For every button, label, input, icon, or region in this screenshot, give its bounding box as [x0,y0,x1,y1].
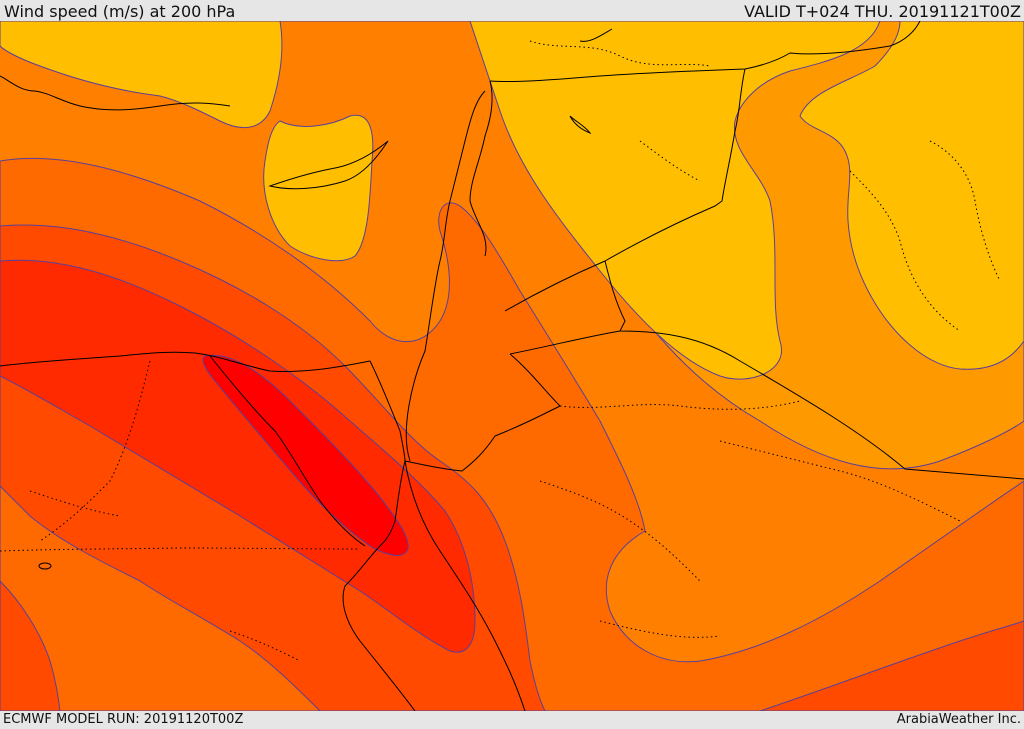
map-title: Wind speed (m/s) at 200 hPa [4,2,236,21]
credit-label: ArabiaWeather Inc. [896,712,1021,727]
coastlines [0,75,526,711]
band-yellow-cyprus [263,114,374,262]
band-yellow-nw [0,21,283,129]
wind-speed-map[interactable] [0,21,1024,711]
band-yellow-east [799,21,1024,370]
islands [38,28,613,570]
country-borders [369,21,1024,547]
band-yellow-ne [469,21,881,380]
band-dark-orange-se [759,620,1024,711]
admin-boundaries [0,40,1001,662]
band-red-core [202,354,409,556]
footer-bar: ECMWF MODEL RUN: 20191120T00Z ArabiaWeat… [0,711,1024,729]
valid-time-label: VALID T+024 THU. 20191121T00Z [744,2,1021,21]
band-dark-orange-sw [0,580,61,711]
model-run-label: ECMWF MODEL RUN: 20191120T00Z [3,712,244,727]
header-bar: Wind speed (m/s) at 200 hPa VALID T+024 … [0,0,1024,21]
band-red [0,259,476,653]
